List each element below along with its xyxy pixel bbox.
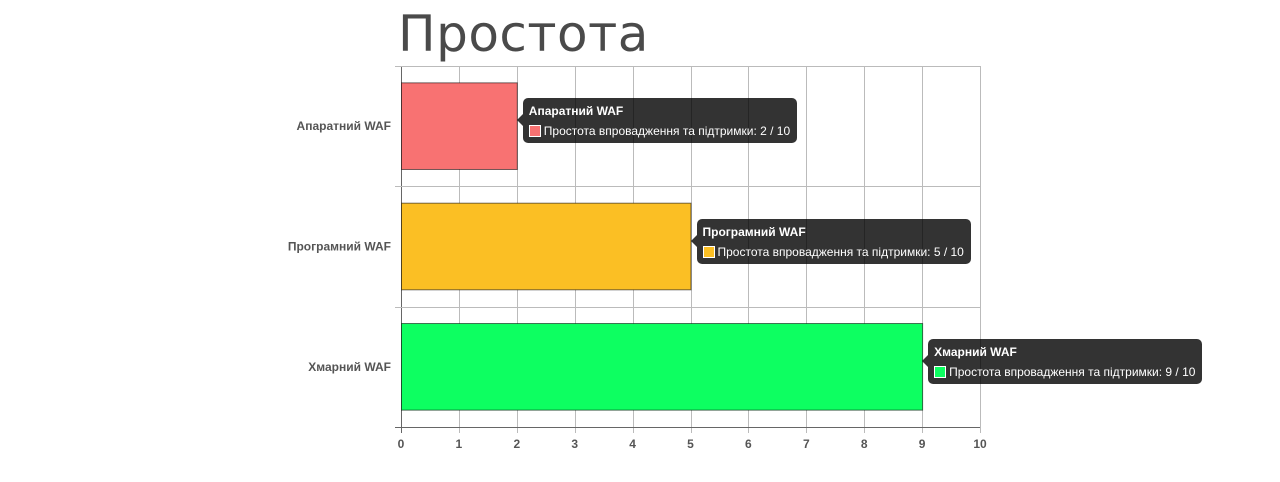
tooltip-swatch [702,245,715,258]
x-tick-label: 3 [571,437,578,451]
tooltip-text: Простота впровадження та підтримки: 2 / … [543,124,791,139]
x-tick-label: 2 [513,437,520,451]
tooltip-row: Простота впровадження та підтримки: 5 / … [702,244,964,259]
tooltip-row: Простота впровадження та підтримки: 9 / … [934,365,1195,379]
x-tick-label: 4 [629,437,636,451]
x-tick-label: 5 [687,437,694,451]
bar [401,323,924,411]
chart-title: Простота [398,5,649,63]
x-tick-label: 7 [803,437,810,451]
x-tick-label: 8 [861,437,868,451]
bar [401,82,518,170]
tooltip-swatch [528,125,541,138]
tooltip-text: Простота впровадження та підтримки: 9 / … [949,364,1196,379]
category-label: Хмарний WAF [308,360,391,374]
tooltip: Апаратний WAF Простота впровадження та пі… [516,98,798,144]
tooltip-caret [922,354,929,367]
x-tick-label: 9 [919,437,926,451]
tooltip: Хмарний WAF Простота впровадження та підт… [922,338,1203,384]
bar [401,202,692,291]
tooltip-title: Хмарний WAF [934,344,1017,359]
tooltip-swatch [934,365,947,378]
category-label: Апаратний WAF [297,119,391,133]
tooltip-caret [516,114,523,127]
tooltip: Програмний WAF Простота впровадження та п… [690,218,971,264]
tooltip-text: Простота впровадження та підтримки: 5 / … [717,244,964,259]
tooltip-title: Програмний WAF [702,224,806,239]
tooltip-title: Апаратний WAF [528,104,624,119]
x-tick-label: 0 [398,437,405,451]
x-tick-label: 1 [456,437,463,451]
x-tick-label: 6 [745,437,752,451]
tooltip-row: Простота впровадження та підтримки: 2 / … [528,124,791,139]
x-tick-label: 10 [973,437,987,451]
tooltip-caret [690,234,697,247]
category-label: Програмний WAF [288,240,391,254]
